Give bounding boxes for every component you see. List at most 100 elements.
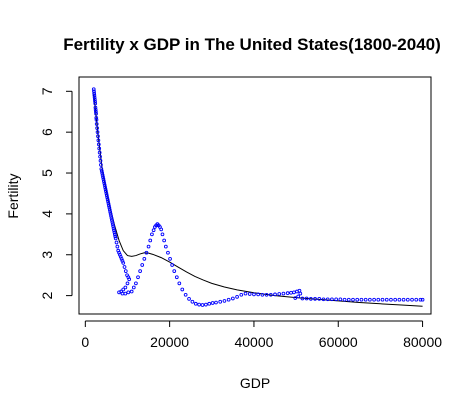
data-point bbox=[296, 294, 301, 299]
data-point bbox=[117, 290, 121, 295]
data-point bbox=[107, 205, 112, 210]
data-point bbox=[103, 185, 107, 190]
data-point bbox=[102, 183, 107, 188]
data-point bbox=[91, 87, 96, 92]
data-point bbox=[112, 232, 117, 237]
x-tick-label: 20000 bbox=[150, 334, 189, 350]
data-point bbox=[334, 297, 338, 302]
data-point bbox=[146, 244, 151, 249]
data-point bbox=[98, 158, 103, 163]
data-point bbox=[330, 297, 334, 302]
data-point bbox=[289, 290, 293, 295]
data-point bbox=[93, 107, 98, 112]
data-point bbox=[111, 226, 116, 231]
data-point bbox=[150, 232, 154, 237]
data-point bbox=[101, 175, 105, 179]
data-point bbox=[107, 203, 111, 208]
data-point bbox=[304, 296, 309, 301]
data-point bbox=[109, 216, 114, 220]
data-point bbox=[104, 193, 109, 198]
data-point bbox=[94, 111, 98, 116]
data-point bbox=[193, 301, 198, 306]
data-point bbox=[170, 263, 175, 267]
data-point bbox=[214, 300, 218, 305]
data-point bbox=[264, 292, 269, 297]
data-point bbox=[110, 222, 115, 226]
data-point bbox=[104, 189, 108, 194]
data-point bbox=[252, 292, 256, 297]
data-point bbox=[123, 285, 128, 290]
data-point bbox=[410, 297, 414, 302]
x-axis: 0 20000 40000 60000 80000 bbox=[81, 320, 442, 350]
data-point bbox=[384, 297, 389, 302]
data-point bbox=[122, 265, 127, 269]
data-point bbox=[338, 297, 343, 302]
data-point bbox=[92, 89, 96, 94]
data-point bbox=[140, 263, 145, 267]
data-point bbox=[298, 291, 303, 296]
data-point bbox=[94, 118, 99, 122]
data-point bbox=[300, 296, 305, 301]
data-point bbox=[106, 201, 111, 206]
data-point bbox=[95, 126, 99, 130]
data-point bbox=[420, 297, 425, 302]
data-point bbox=[204, 302, 208, 307]
data-point bbox=[397, 297, 402, 302]
data-point bbox=[346, 297, 351, 302]
y-axis: 2 3 4 5 6 7 bbox=[39, 87, 73, 300]
data-point bbox=[355, 297, 360, 302]
data-point bbox=[292, 290, 296, 295]
data-point bbox=[281, 291, 286, 296]
data-point bbox=[151, 228, 156, 233]
data-point bbox=[393, 297, 398, 302]
data-point bbox=[113, 234, 118, 239]
data-point bbox=[123, 291, 128, 296]
data-point bbox=[148, 238, 153, 243]
data-point bbox=[273, 292, 277, 297]
data-point bbox=[99, 169, 104, 173]
data-point bbox=[418, 297, 423, 302]
data-point bbox=[105, 195, 110, 200]
data-point bbox=[127, 277, 132, 282]
data-point bbox=[368, 297, 372, 302]
x-tick-label: 0 bbox=[81, 334, 89, 350]
data-point bbox=[94, 109, 98, 114]
data-point bbox=[226, 297, 231, 302]
data-point bbox=[247, 292, 252, 296]
data-point bbox=[389, 297, 393, 302]
data-point bbox=[159, 227, 164, 232]
y-tick-label: 6 bbox=[39, 128, 55, 136]
data-point bbox=[168, 256, 172, 261]
data-point bbox=[97, 146, 102, 151]
data-point bbox=[207, 301, 212, 306]
data-point bbox=[351, 297, 355, 302]
fitted-line bbox=[93, 93, 423, 307]
data-point bbox=[93, 99, 97, 104]
data-point bbox=[108, 209, 113, 214]
x-tick-label: 80000 bbox=[403, 334, 442, 350]
data-point bbox=[166, 250, 170, 255]
data-point bbox=[104, 191, 109, 196]
data-point bbox=[129, 289, 134, 294]
data-point bbox=[321, 297, 326, 302]
data-point bbox=[94, 116, 99, 120]
data-point bbox=[125, 281, 130, 286]
data-point bbox=[94, 122, 99, 126]
data-point bbox=[95, 130, 100, 135]
y-tick-label: 3 bbox=[39, 251, 55, 259]
data-point bbox=[99, 163, 103, 167]
data-point bbox=[101, 177, 106, 182]
data-point bbox=[112, 228, 116, 233]
data-point bbox=[183, 292, 188, 297]
data-point bbox=[109, 214, 113, 218]
data-point bbox=[107, 207, 112, 212]
data-point bbox=[121, 287, 126, 292]
chart-title: Fertility x GDP in The United States(180… bbox=[63, 35, 441, 54]
data-point bbox=[126, 290, 131, 295]
data-point bbox=[92, 93, 97, 98]
scatter-series bbox=[91, 87, 425, 307]
data-point bbox=[260, 292, 265, 297]
data-point bbox=[93, 101, 98, 106]
data-point bbox=[401, 297, 406, 302]
data-point bbox=[120, 291, 125, 296]
